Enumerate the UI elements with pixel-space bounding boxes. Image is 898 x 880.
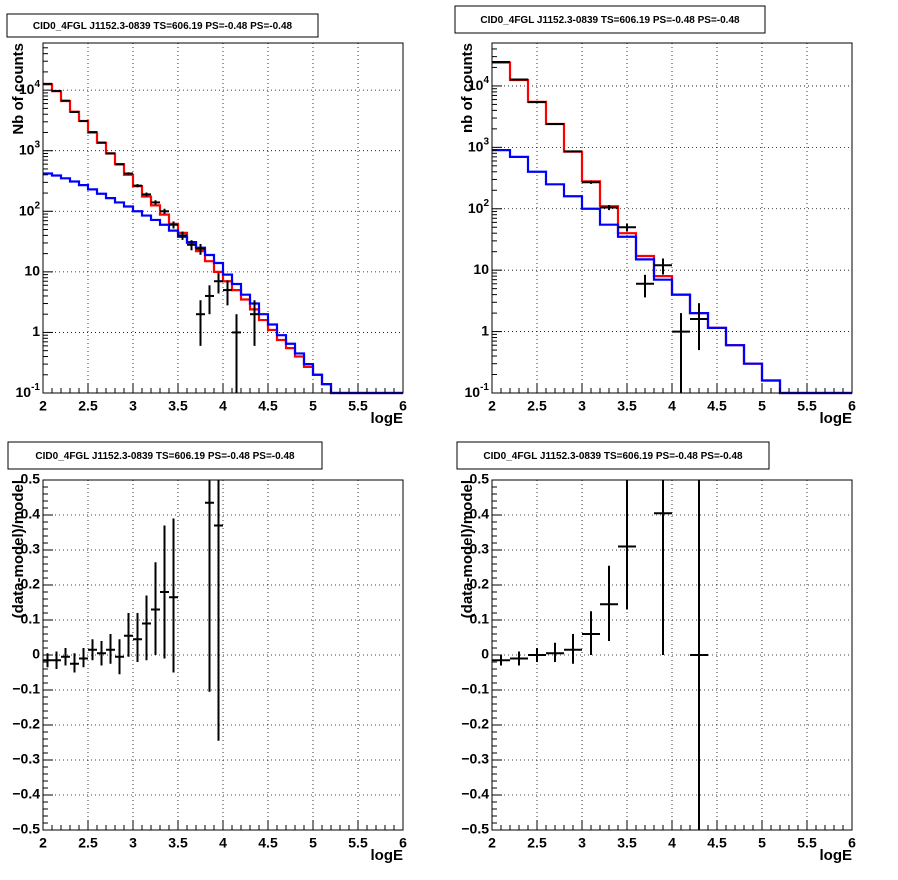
x-tick-label: 5	[309, 398, 317, 414]
x-tick-label: 2	[488, 398, 496, 414]
y-tick-label: −0.4	[12, 786, 40, 802]
data-point	[79, 121, 88, 122]
x-tick-label: 2.5	[78, 835, 98, 851]
data-point	[546, 123, 564, 124]
y-tick-label: −0.3	[12, 751, 40, 767]
x-tick-label: 2.5	[527, 835, 547, 851]
data-point	[564, 150, 582, 152]
y-tick-label: 10	[24, 263, 40, 279]
y-tick-label: −0.2	[461, 716, 489, 732]
chart-title: CID0_4FGL J1152.3-0839 TS=606.19 PS=-0.4…	[480, 15, 740, 26]
y-tick-label: 0	[32, 646, 40, 662]
x-tick-label: 3.5	[617, 835, 637, 851]
data-point	[52, 91, 61, 92]
x-axis-label: logE	[820, 410, 853, 427]
x-tick-label: 3.5	[168, 835, 188, 851]
chart-title: CID0_4FGL J1152.3-0839 TS=606.19 PS=-0.4…	[483, 451, 743, 462]
y-tick-label: −0.5	[12, 821, 40, 837]
data-point	[61, 100, 70, 101]
y-axis-label: (data-model)/model	[459, 480, 476, 618]
x-tick-label: 2.5	[527, 398, 547, 414]
chart-title: CID0_4FGL J1152.3-0839 TS=606.19 PS=-0.4…	[35, 451, 295, 462]
y-axis-label: nb of counts	[459, 43, 476, 133]
y-tick-label: −0.1	[461, 681, 489, 697]
y-tick-label: 10-1	[465, 382, 490, 400]
x-tick-label: 4.5	[707, 398, 727, 414]
x-tick-label: 4	[219, 835, 227, 851]
y-tick-label: −0.4	[461, 786, 489, 802]
x-tick-label: 3.5	[617, 398, 637, 414]
x-tick-label: 3	[129, 398, 137, 414]
x-tick-label: 2	[39, 835, 47, 851]
y-tick-label: 102	[19, 200, 41, 218]
y-axis-label: (data-model)/model	[10, 480, 27, 618]
data-point	[106, 152, 115, 154]
chart-title: CID0_4FGL J1152.3-0839 TS=606.19 PS=-0.4…	[33, 21, 293, 32]
y-tick-label: 1	[481, 322, 489, 338]
y-tick-label: −0.5	[461, 821, 489, 837]
x-tick-label: 2	[39, 398, 47, 414]
x-tick-label: 5.5	[797, 398, 817, 414]
y-tick-label: 103	[19, 139, 41, 157]
x-tick-label: 4	[668, 835, 676, 851]
y-axis-label: Nb of counts	[10, 43, 27, 135]
x-axis-label: logE	[820, 847, 853, 864]
data-point	[70, 112, 79, 113]
x-tick-label: 5	[758, 835, 766, 851]
data-point	[88, 132, 97, 133]
y-tick-label: 10	[473, 261, 489, 277]
y-tick-label: 102	[468, 197, 490, 215]
x-tick-label: 4	[219, 398, 227, 414]
y-tick-label: 1	[32, 323, 40, 339]
x-tick-label: 3	[578, 835, 586, 851]
data-point	[115, 163, 124, 165]
x-tick-label: 2.5	[78, 398, 98, 414]
data-point	[528, 102, 546, 103]
data-point	[97, 142, 106, 143]
data-point	[124, 172, 133, 175]
y-tick-label: −0.3	[461, 751, 489, 767]
x-tick-label: 5.5	[797, 835, 817, 851]
x-tick-label: 3	[129, 835, 137, 851]
x-tick-label: 3.5	[168, 398, 188, 414]
x-axis-label: logE	[371, 847, 404, 864]
y-tick-label: 0	[481, 646, 489, 662]
x-tick-label: 4.5	[707, 835, 727, 851]
x-tick-label: 4	[668, 398, 676, 414]
y-tick-label: 10-1	[16, 382, 41, 400]
x-tick-label: 5	[309, 835, 317, 851]
y-tick-label: −0.2	[12, 716, 40, 732]
y-tick-label: −0.1	[12, 681, 40, 697]
x-axis-label: logE	[371, 410, 404, 427]
x-tick-label: 5	[758, 398, 766, 414]
x-tick-label: 4.5	[258, 398, 278, 414]
y-tick-label: 103	[468, 136, 490, 154]
x-tick-label: 5.5	[348, 835, 368, 851]
x-tick-label: 4.5	[258, 835, 278, 851]
x-tick-label: 5.5	[348, 398, 368, 414]
x-tick-label: 3	[578, 398, 586, 414]
x-tick-label: 2	[488, 835, 496, 851]
